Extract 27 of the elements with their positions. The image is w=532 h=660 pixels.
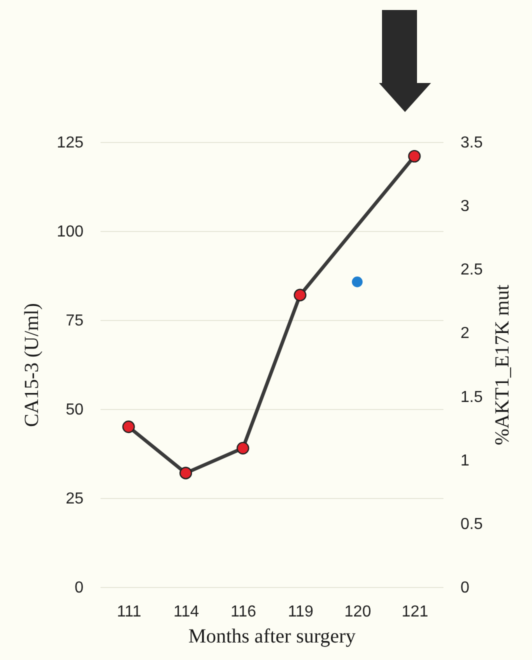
y2-tick-label: 2.5 bbox=[460, 262, 483, 279]
point bbox=[236, 442, 250, 454]
y2-axis-title: %AKT1_E17K mut bbox=[492, 284, 514, 446]
y2-tick-label: 2 bbox=[460, 325, 470, 342]
y2-tick-label: 3.5 bbox=[460, 134, 483, 152]
y-tick-label: 75 bbox=[66, 312, 84, 330]
x-tick-label: 119 bbox=[288, 604, 314, 620]
y-tick-label: 50 bbox=[66, 402, 84, 418]
y2-tick-label: 1.5 bbox=[460, 388, 483, 406]
x-tick-label: 111 bbox=[116, 604, 142, 620]
y-tick-label: 125 bbox=[56, 134, 84, 152]
x-axis-title: Months after surgery bbox=[188, 626, 356, 648]
y-axis-title: CA15-3 (U/ml) bbox=[20, 303, 43, 427]
x-tick-label: 120 bbox=[344, 604, 372, 620]
point bbox=[294, 288, 306, 302]
y2-tick-label: 3 bbox=[460, 198, 470, 216]
y2-tick-label: 1 bbox=[460, 452, 470, 470]
point bbox=[122, 420, 135, 434]
x-tick-label: 114 bbox=[173, 604, 200, 620]
x-tick-label: 116 bbox=[230, 604, 256, 620]
point bbox=[179, 466, 192, 480]
y2-tick-label: 0 bbox=[460, 580, 470, 596]
x-tick-label: 121 bbox=[402, 604, 428, 620]
y2-tick-label: 0.5 bbox=[460, 516, 483, 533]
y-tick-label: 25 bbox=[66, 490, 84, 508]
y-tick-label: 100 bbox=[56, 224, 84, 240]
y-tick-label: 0 bbox=[74, 580, 84, 596]
